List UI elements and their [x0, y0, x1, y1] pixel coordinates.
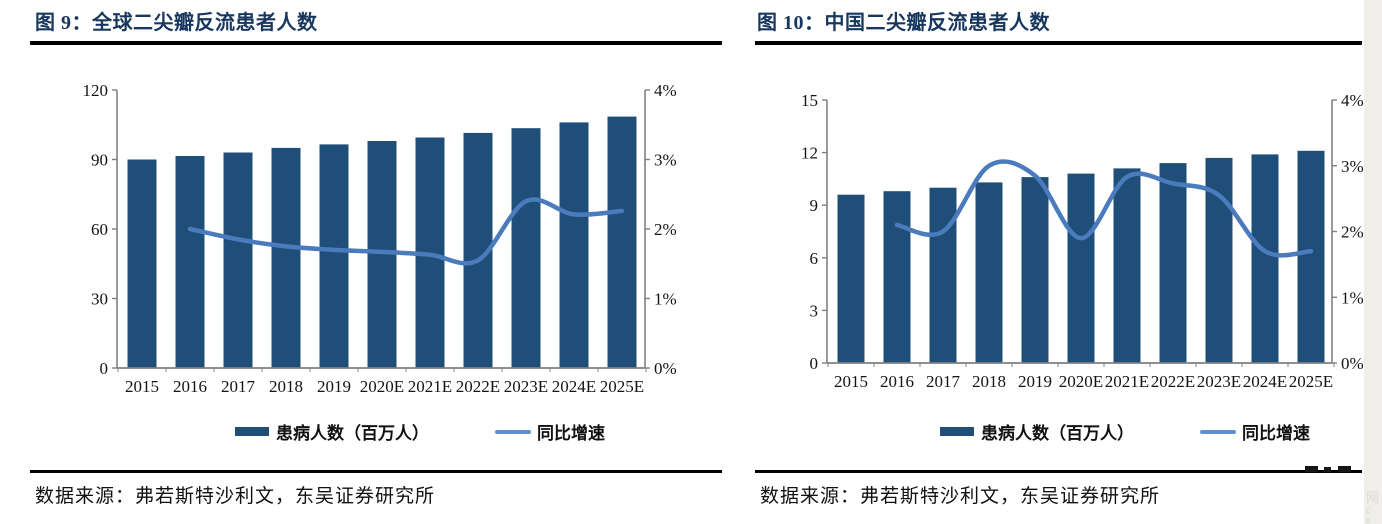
right-axis-tick-label: 2% [654, 220, 677, 239]
figure9-title: 图 9：全球二尖瓣反流患者人数 [35, 12, 318, 34]
ink-artifact [1338, 466, 1351, 472]
y-axis-tick-label: 0 [810, 354, 819, 373]
bar [511, 128, 541, 368]
y-axis-tick-label: 60 [91, 220, 108, 239]
x-axis-tick-label: 2023E [504, 377, 548, 396]
y-axis-tick-label: 9 [810, 196, 819, 215]
line-series-label: 同比增速 [1242, 424, 1310, 443]
x-axis-tick-label: 2022E [1151, 372, 1195, 391]
bar [1067, 173, 1095, 363]
bar [837, 194, 865, 363]
bar [559, 122, 589, 369]
growth-line [187, 197, 625, 266]
x-axis-tick-label: 2023E [1197, 372, 1241, 391]
right-axis-tick-label: 4% [654, 81, 677, 100]
x-axis-tick-label: 2020E [360, 377, 404, 396]
x-axis-tick-label: 2017 [926, 372, 961, 391]
y-axis-tick-label: 6 [810, 249, 819, 268]
figure9-chart-canvas: 0 30 60 90 120 0% 1% 2% 3% 4% 2015 2016 2017 2018 2019… [83, 81, 677, 396]
figure9-source: 数据来源：弗若斯特沙利文，东吴证券研究所 [35, 486, 436, 507]
x-axis-tick-label: 2024E [1243, 372, 1287, 391]
bar [271, 147, 301, 368]
y-axis-tick-label: 90 [91, 151, 108, 170]
x-axis-tick-label: 2019 [1018, 372, 1052, 391]
x-axis-tick-label: 2017 [221, 377, 256, 396]
right-axis-tick-label: 1% [654, 290, 677, 309]
bar [127, 159, 157, 368]
figure10-legend: 患病人数（百万人） 同比增速 [940, 419, 1310, 444]
bar [1251, 154, 1279, 363]
line-series-swatch [1200, 429, 1236, 434]
bar [975, 182, 1003, 363]
y-axis-tick-label: 12 [801, 144, 818, 163]
bar-series-label: 患病人数（百万人） [276, 424, 429, 443]
right-axis-tick-label: 0% [654, 359, 677, 378]
line-series-swatch [495, 429, 531, 434]
right-axis-tick-label: 4% [1341, 91, 1364, 110]
x-axis-tick-label: 2016 [173, 377, 207, 396]
x-axis-tick-label: 2019 [317, 377, 351, 396]
figure9-legend: 患病人数（百万人） 同比增速 [235, 419, 605, 444]
bar-series-swatch [940, 427, 974, 436]
bar [223, 152, 253, 368]
x-axis-tick-label: 2016 [880, 372, 914, 391]
figure10-title: 图 10：中国二尖瓣反流患者人数 [757, 12, 1050, 34]
bar [1159, 163, 1187, 363]
watermark: c n [1366, 505, 1373, 524]
x-axis-tick-label: 2020E [1059, 372, 1103, 391]
x-axis-tick-label: 2025E [1289, 372, 1333, 391]
x-axis-tick-label: 2018 [269, 377, 303, 396]
ink-artifact [1324, 467, 1331, 472]
right-axis-tick-label: 2% [1341, 223, 1364, 242]
bar [883, 191, 911, 363]
right-axis-tick-label: 1% [1341, 288, 1364, 307]
figure10-chart-canvas: 0 3 6 9 12 15 0% 1% 2% 3% 4% 2015 2016 2017 2018 2019 20… [801, 91, 1364, 391]
y-axis-tick-label: 3 [810, 301, 819, 320]
y-axis-tick-label: 120 [83, 81, 109, 100]
x-axis-tick-label: 2015 [834, 372, 868, 391]
x-axis-tick-label: 2015 [125, 377, 159, 396]
bar [1021, 177, 1049, 363]
figure10-source: 数据来源：弗若斯特沙利文，东吴证券研究所 [760, 486, 1161, 507]
x-axis-tick-label: 2025E [600, 377, 644, 396]
x-axis-tick-label: 2022E [456, 377, 500, 396]
right-axis-tick-label: 0% [1341, 354, 1364, 373]
bar-series-swatch [235, 427, 269, 436]
figure9-footer-rule [30, 470, 722, 473]
y-axis-tick-label: 15 [801, 91, 818, 110]
bar [319, 144, 349, 368]
bar [1297, 150, 1325, 363]
y-axis-tick-label: 30 [91, 290, 108, 309]
figure10-footer-rule [755, 470, 1362, 473]
y-axis-tick-label: 0 [100, 359, 109, 378]
right-axis-tick-label: 3% [1341, 157, 1364, 176]
line-series-label: 同比增速 [537, 424, 605, 443]
bar [929, 187, 957, 363]
growth-line [894, 159, 1314, 258]
bar [607, 116, 637, 368]
bar [175, 156, 205, 368]
bar-series-label: 患病人数（百万人） [981, 424, 1134, 443]
figure9-title-rule [30, 41, 722, 45]
right-axis-tick-label: 3% [654, 151, 677, 170]
page-edge-strip: 网 c n [1364, 0, 1382, 524]
x-axis-tick-label: 2021E [408, 377, 452, 396]
x-axis-tick-label: 2021E [1105, 372, 1149, 391]
bar [1113, 168, 1141, 363]
x-axis-tick-label: 2024E [552, 377, 596, 396]
figure10-title-rule [755, 41, 1362, 45]
ink-artifact [1305, 466, 1318, 472]
x-axis-tick-label: 2018 [972, 372, 1006, 391]
watermark: 网 [1366, 490, 1380, 505]
